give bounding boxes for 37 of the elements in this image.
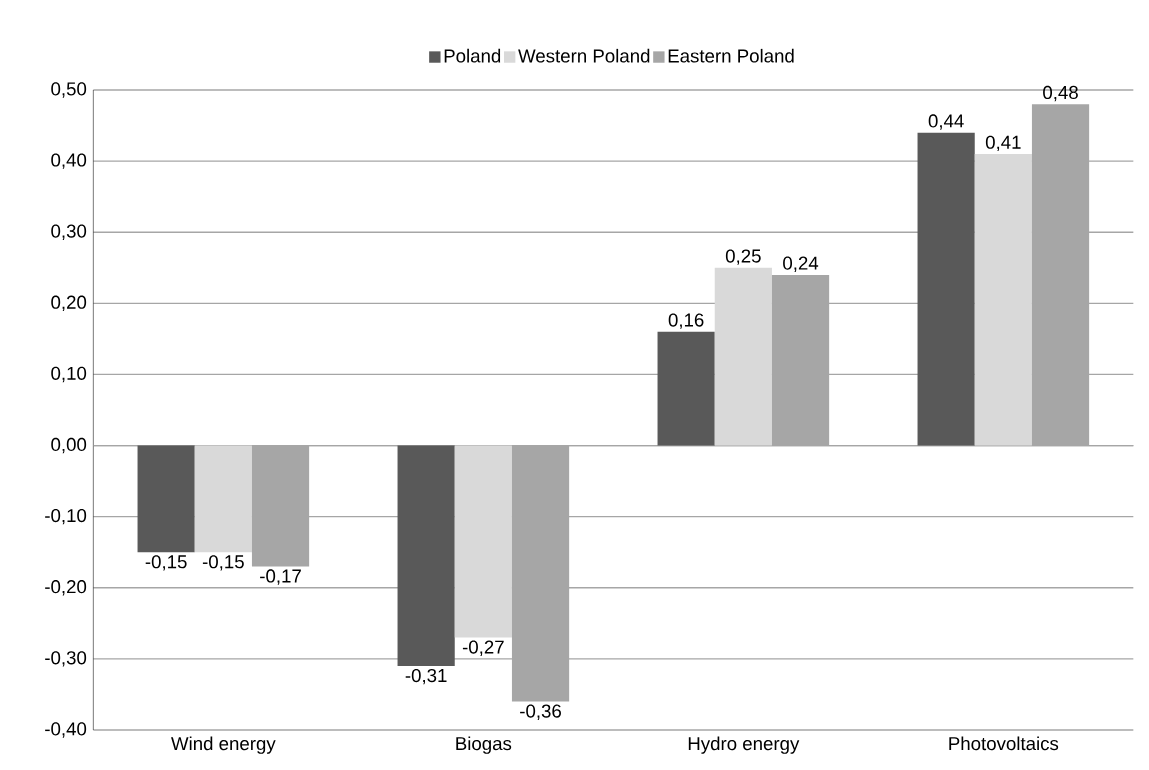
data-label: 0,44	[928, 114, 964, 130]
data-label: 0,16	[668, 313, 704, 329]
data-label: -0,15	[145, 555, 187, 571]
data-label: 0,25	[725, 249, 761, 265]
x-tick-label: Biogas	[456, 736, 512, 754]
data-label: -0,17	[260, 569, 301, 585]
bar	[714, 267, 772, 446]
data-label: 0,24	[783, 256, 819, 272]
data-label: -0,15	[202, 555, 244, 571]
y-tick-label: 0,10	[51, 366, 87, 383]
bar	[137, 445, 195, 553]
bar	[657, 331, 715, 446]
legend-label: Western Poland	[518, 48, 650, 63]
x-tick-label: Wind energy	[171, 736, 276, 754]
y-tick-label: 0,50	[51, 82, 87, 98]
legend-label: Poland	[444, 48, 501, 63]
bar	[194, 445, 252, 553]
y-tick-label: -0,30	[45, 651, 87, 667]
y-tick-label: -0,20	[45, 580, 87, 596]
y-tick-label: -0,40	[45, 722, 87, 738]
data-label: -0,31	[405, 668, 447, 685]
data-label: -0,36	[520, 704, 561, 720]
data-label: 0,48	[1043, 85, 1078, 102]
data-label: -0,27	[462, 640, 504, 656]
bar	[397, 445, 455, 666]
y-tick-label: 0,20	[51, 295, 87, 312]
y-tick-label: 0,00	[51, 437, 87, 454]
data-label: 0,41	[985, 135, 1021, 152]
legend-label: Eastern Poland	[668, 48, 794, 63]
y-tick-label: -0,10	[45, 508, 87, 525]
y-tick-label: 0,40	[51, 153, 87, 169]
x-tick-label: Hydro energy	[688, 736, 800, 754]
y-tick-label: 0,30	[51, 224, 87, 240]
bar	[454, 445, 512, 638]
bar	[974, 153, 1032, 446]
bar	[917, 132, 975, 446]
x-tick-label: Photovoltaics	[949, 736, 1059, 751]
